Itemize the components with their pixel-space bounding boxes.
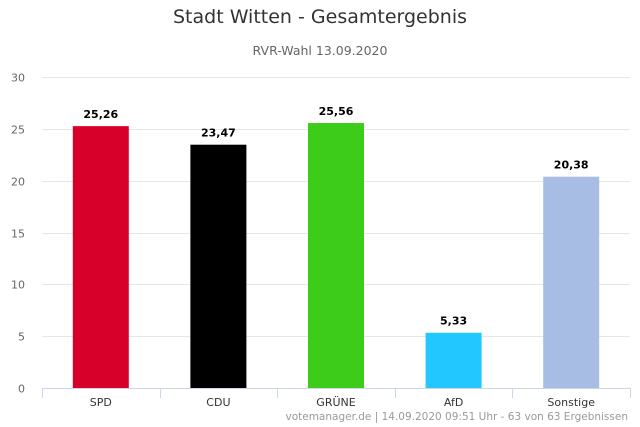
data-label: 25,26 — [83, 108, 118, 121]
y-tick-label: 10 — [11, 279, 25, 292]
credits-text[interactable]: votemanager.de | 14.09.2020 09:51 Uhr - … — [285, 411, 628, 423]
bar-grüne[interactable] — [308, 123, 364, 388]
data-label: 5,33 — [440, 315, 467, 328]
bar-sonstige[interactable] — [543, 176, 600, 388]
chart-title: Stadt Witten - Gesamtergebnis — [172, 6, 468, 28]
bar-spd[interactable] — [72, 126, 129, 388]
y-tick-label: 15 — [11, 228, 25, 241]
y-tick-label: 20 — [11, 176, 25, 189]
data-label: 20,38 — [554, 159, 589, 172]
bar-cdu[interactable] — [190, 144, 247, 388]
x-axis: SPD CDU GRÜNE AfD Sonstige — [42, 388, 631, 409]
chart-subtitle: RVR-Wahl 13.09.2020 — [252, 43, 388, 58]
y-tick-label: 30 — [11, 72, 25, 85]
x-tick-label: CDU — [206, 396, 230, 409]
data-labels: 25,26 23,47 25,56 5,33 20,38 — [83, 105, 588, 328]
y-tick-label: 0 — [18, 383, 25, 396]
x-tick-label: AfD — [444, 396, 463, 409]
data-label: 25,56 — [319, 105, 354, 118]
bars — [72, 123, 600, 388]
x-tick-label: SPD — [90, 396, 112, 409]
data-label: 23,47 — [201, 127, 236, 140]
y-tick-label: 25 — [11, 124, 25, 137]
x-tick-label: GRÜNE — [316, 396, 355, 409]
bar-afd[interactable] — [425, 332, 482, 388]
x-tick-label: Sonstige — [547, 396, 595, 409]
y-axis: 0 5 10 15 20 25 30 — [11, 72, 25, 396]
y-tick-label: 5 — [18, 331, 25, 344]
